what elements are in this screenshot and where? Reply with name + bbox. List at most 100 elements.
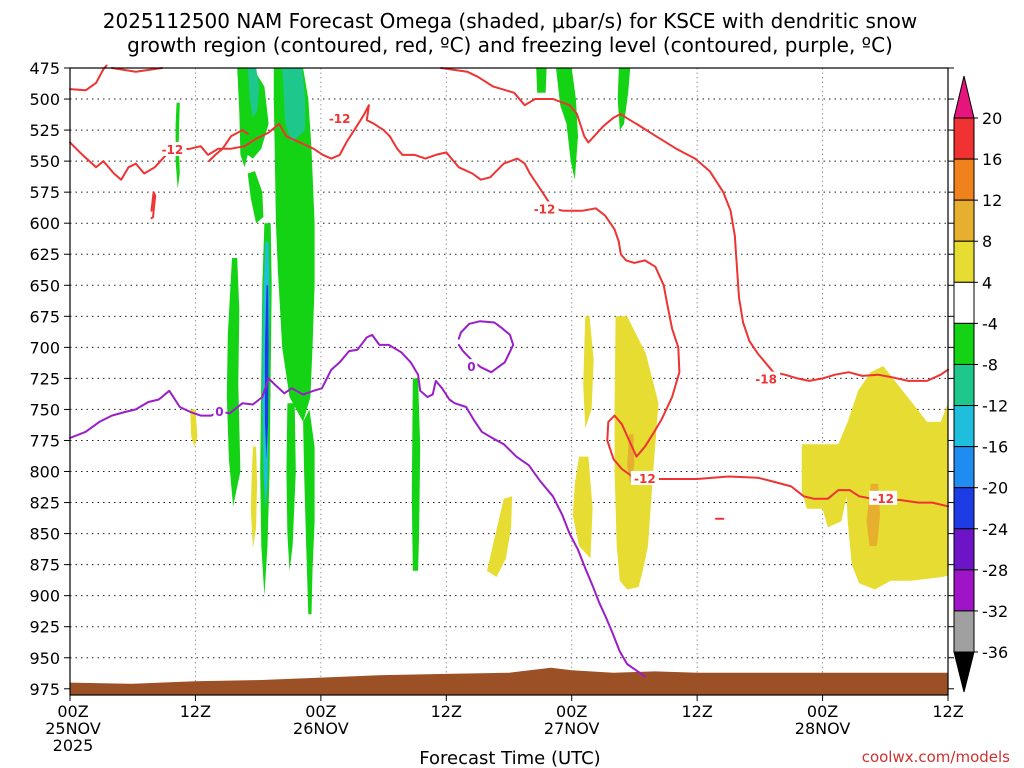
colorbar-bin--20-to--16: [953, 446, 975, 489]
colorbar-label-1: 16: [982, 150, 1002, 169]
colorbar-label-10: -24: [982, 520, 1008, 539]
chart-title: 2025112500 NAM Forecast Omega (shaded, μ…: [103, 9, 917, 57]
y-tick-label-500: 500: [29, 90, 60, 109]
x-tick-label-60-1: 12Z: [681, 702, 712, 721]
y-axis: 475 500 525 550 575 600 625 650 675 700 725 750 775 8…: [29, 59, 954, 699]
y-tick-label-750: 750: [29, 400, 60, 419]
x-tick-label-0-1: 00Z: [57, 702, 88, 721]
y-tick-label-725: 725: [29, 369, 60, 388]
colorbar-label-12: -32: [982, 602, 1008, 621]
colorbar-bin--36-to--32: [953, 610, 975, 653]
omega-region-13: [556, 68, 578, 180]
freezing-label-bg-0: [213, 403, 226, 418]
dgz-label-bg-0: [158, 141, 187, 156]
x-tick-label-0-2: 25NOV: [45, 719, 101, 738]
freezing-contour-0: [69, 333, 646, 678]
colorbar-bin--4-to-4: [953, 281, 975, 324]
colorbar-bin-16-to-20: [953, 117, 975, 160]
y-tick-label-950: 950: [29, 649, 60, 668]
colorbar-bin--16-to--12: [953, 405, 975, 448]
dgz-label-bg-2: [530, 201, 559, 216]
colorbar-label-7: -12: [982, 397, 1008, 416]
x-tick-label-12-1: 12Z: [180, 702, 211, 721]
plot-background: [70, 68, 948, 695]
colorbar-label-0: 20: [982, 109, 1002, 128]
dgz-contour-label-4: -12: [872, 492, 894, 506]
y-tick-label-675: 675: [29, 307, 60, 326]
colorbar-label-6: -8: [982, 355, 998, 374]
colorbar-label-13: -36: [982, 643, 1008, 662]
colorbar-bin--28-to--24: [953, 528, 975, 571]
y-tick-label-700: 700: [29, 338, 60, 357]
dgz-contour-4: [110, 67, 163, 73]
colorbar-label-8: -16: [982, 438, 1008, 457]
y-tick-label-875: 875: [29, 556, 60, 575]
y-tick-label-650: 650: [29, 276, 60, 295]
x-tick-label-48-2: 27NOV: [544, 719, 600, 738]
dgz-contour-3: [208, 129, 249, 163]
omega-region-3: [247, 171, 264, 224]
colorbar-label-2: 12: [982, 191, 1002, 210]
colorbar-bin--8-to--4: [953, 322, 975, 365]
omega-region-17: [250, 446, 258, 549]
y-tick-label-575: 575: [29, 183, 60, 202]
omega-region-20: [583, 316, 594, 429]
dgz-contour-label-2: -12: [534, 203, 556, 217]
colorbar-label-5: -4: [982, 314, 998, 333]
y-tick-label-525: 525: [29, 121, 60, 140]
ground-fill: [70, 667, 948, 695]
colorbar-bin--32-to--28: [953, 569, 975, 612]
omega-region-10: [303, 409, 315, 615]
dgz-label-bg-1: [325, 110, 354, 125]
x-tick-label-48-1: 00Z: [556, 702, 587, 721]
y-tick-label-625: 625: [29, 245, 60, 264]
dgz-contour-1: [69, 104, 949, 508]
x-axis-label: Forecast Time (UTC): [419, 748, 600, 768]
x-tick-label-0-3: 2025: [53, 736, 94, 755]
freezing-contour-label-0: 0: [215, 405, 223, 419]
dgz-label-bg-3: [630, 470, 659, 485]
contour-lines: -12 -12 -12 -12 -12 -18 0 0: [69, 64, 949, 678]
omega-region-11: [286, 403, 296, 571]
x-tick-label-24-2: 26NOV: [293, 719, 349, 738]
dgz-label-bg-5: [752, 371, 781, 386]
y-tick-label-775: 775: [29, 431, 60, 450]
colorbar: 20 16 12 8 4 -4 -8 -12 -16 -20 -24 -28 -32 -36: [953, 75, 1008, 693]
y-tick-label-475: 475: [29, 59, 60, 78]
colorbar-label-11: -28: [982, 561, 1008, 580]
freezing-contour-label-1: 0: [467, 360, 475, 374]
plot-border: [69, 67, 949, 696]
colorbar-label-9: -20: [982, 479, 1008, 498]
y-tick-label-975: 975: [29, 680, 60, 699]
dgz-contour-2: [150, 191, 157, 220]
colorbar-bin--24-to--20: [953, 487, 975, 530]
colorbar-label-4: 4: [982, 273, 992, 292]
x-tick-label-24-1: 00Z: [305, 702, 336, 721]
y-tick-label-925: 925: [29, 618, 60, 637]
y-tick-label-800: 800: [29, 463, 60, 482]
omega-region-6: [282, 68, 306, 143]
omega-region-19: [572, 456, 593, 559]
colorbar-top-arrow: [953, 75, 975, 119]
dgz-contour-label-3: -12: [634, 472, 656, 486]
omega-region-5: [273, 68, 315, 422]
plot-area: [70, 68, 948, 695]
chart-title-line-2: growth region (contoured, red, ºC) and f…: [127, 33, 893, 57]
dgz-contour-label-5: -18: [755, 373, 777, 387]
x-tick-label-36-1: 12Z: [431, 702, 462, 721]
colorbar-label-3: 8: [982, 232, 992, 251]
omega-region-16: [190, 409, 198, 447]
chart-title-line-1: 2025112500 NAM Forecast Omega (shaded, μ…: [103, 9, 917, 33]
y-tick-label-850: 850: [29, 525, 60, 544]
omega-region-21: [614, 316, 659, 590]
y-tick-label-600: 600: [29, 214, 60, 233]
dgz-contour-5: [440, 67, 949, 382]
dgz-contour-label-1: -12: [329, 112, 351, 126]
omega-region-12: [411, 378, 421, 571]
freezing-label-bg-1: [465, 359, 478, 374]
omega-region-9: [264, 285, 269, 460]
colorbar-bin--12-to--8: [953, 363, 975, 407]
omega-region-15: [536, 68, 547, 93]
